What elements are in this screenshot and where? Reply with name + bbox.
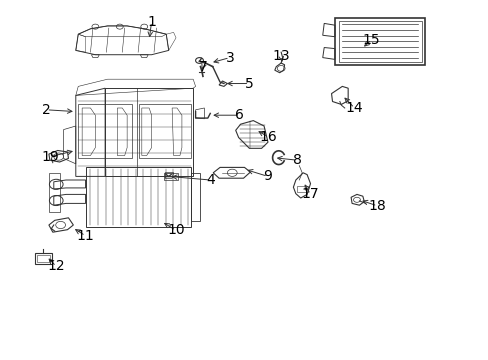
Text: 5: 5 [244,77,253,90]
Text: 8: 8 [292,153,301,167]
Text: 1: 1 [147,15,156,28]
Text: 9: 9 [263,170,272,183]
Text: 12: 12 [47,260,65,273]
Text: 17: 17 [301,188,319,201]
Bar [338,21,421,62]
Bar [139,104,190,158]
Bar [37,255,50,262]
Bar [78,104,132,158]
Text: 6: 6 [235,108,244,122]
Bar [190,173,199,221]
Text: 15: 15 [362,33,380,46]
Bar [85,167,190,227]
Text: 13: 13 [272,49,289,63]
Text: 18: 18 [368,199,386,213]
Text: 4: 4 [205,173,214,187]
Text: 11: 11 [77,229,94,243]
Text: 14: 14 [345,101,363,115]
Text: 7: 7 [198,60,207,73]
Bar [296,186,307,192]
Bar [334,18,425,65]
Text: 19: 19 [41,150,59,163]
Text: 2: 2 [42,103,51,117]
Text: 10: 10 [167,224,184,237]
Text: 16: 16 [259,130,276,144]
Text: 3: 3 [225,51,234,64]
Bar [35,253,52,264]
